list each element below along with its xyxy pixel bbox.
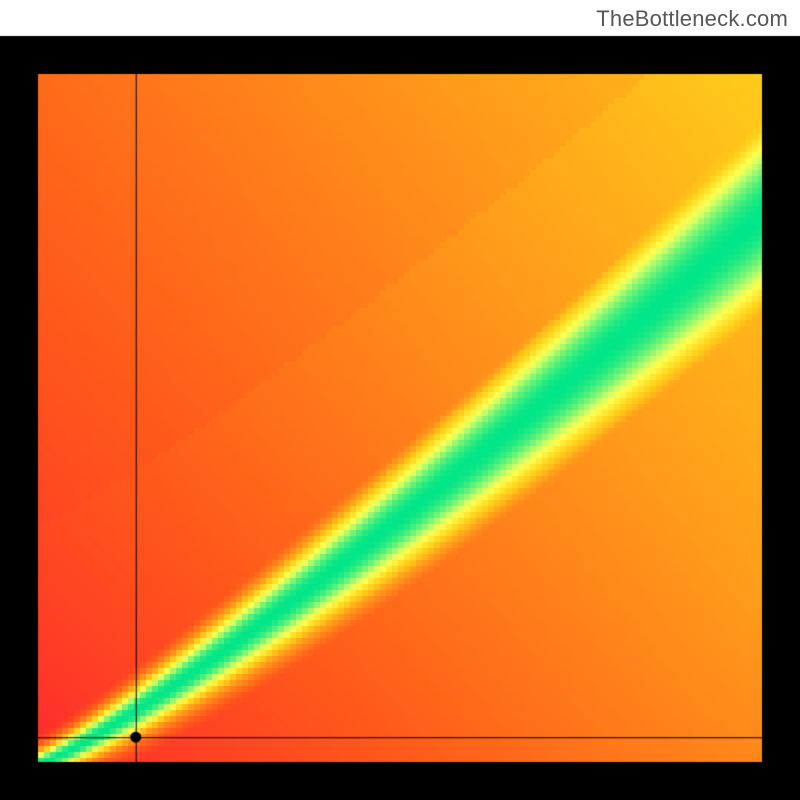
- bottleneck-heatmap-canvas: [0, 0, 800, 800]
- watermark-text: TheBottleneck.com: [596, 6, 788, 32]
